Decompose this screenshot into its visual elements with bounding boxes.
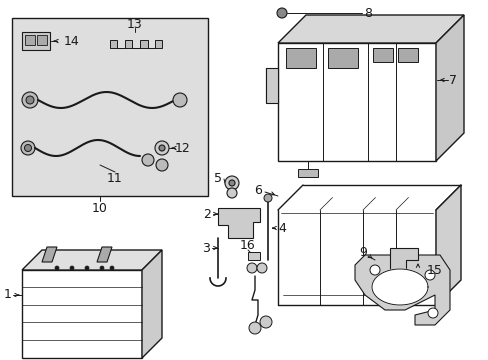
Polygon shape: [97, 247, 112, 262]
Circle shape: [424, 270, 434, 280]
Circle shape: [100, 266, 104, 270]
Text: 9: 9: [358, 247, 366, 260]
Text: 2: 2: [203, 207, 210, 220]
Circle shape: [276, 8, 286, 18]
Polygon shape: [110, 40, 162, 48]
Text: 16: 16: [240, 239, 255, 252]
Text: 3: 3: [202, 242, 209, 255]
Polygon shape: [354, 255, 449, 325]
Bar: [278, 43, 435, 161]
Circle shape: [110, 266, 114, 270]
Circle shape: [264, 194, 271, 202]
Circle shape: [55, 266, 59, 270]
Circle shape: [24, 144, 31, 152]
Bar: [22, 270, 142, 358]
Text: 8: 8: [363, 6, 371, 19]
Text: 5: 5: [214, 171, 222, 185]
Polygon shape: [22, 250, 162, 270]
Circle shape: [226, 188, 237, 198]
Polygon shape: [278, 15, 463, 43]
Text: 6: 6: [254, 184, 262, 197]
Bar: [247, 252, 260, 260]
Circle shape: [369, 265, 379, 275]
Circle shape: [26, 96, 34, 104]
Polygon shape: [42, 247, 57, 262]
Text: 1: 1: [4, 288, 12, 302]
Circle shape: [159, 145, 164, 151]
Bar: [372, 48, 392, 62]
Polygon shape: [435, 15, 463, 161]
Polygon shape: [218, 208, 260, 238]
Circle shape: [224, 176, 239, 190]
Bar: [297, 169, 317, 177]
Text: 14: 14: [64, 35, 80, 48]
Circle shape: [427, 308, 437, 318]
Circle shape: [257, 263, 266, 273]
Polygon shape: [371, 269, 427, 305]
Polygon shape: [389, 248, 417, 290]
Bar: [37, 35, 47, 45]
Bar: [397, 48, 417, 62]
Circle shape: [246, 263, 257, 273]
Text: 13: 13: [127, 18, 142, 31]
Circle shape: [156, 159, 168, 171]
Bar: [285, 48, 315, 68]
Text: 4: 4: [278, 221, 285, 234]
Bar: [12, 18, 207, 196]
Bar: [22, 32, 50, 50]
Text: 7: 7: [448, 73, 456, 86]
Circle shape: [85, 266, 89, 270]
Text: 10: 10: [92, 202, 108, 215]
Circle shape: [173, 93, 186, 107]
Circle shape: [21, 141, 35, 155]
Circle shape: [142, 154, 154, 166]
Circle shape: [22, 92, 38, 108]
Bar: [327, 48, 357, 68]
Text: 11: 11: [107, 171, 122, 185]
Bar: [25, 35, 35, 45]
Polygon shape: [142, 250, 162, 358]
Polygon shape: [265, 68, 278, 103]
Circle shape: [155, 141, 169, 155]
Circle shape: [70, 266, 74, 270]
Polygon shape: [435, 185, 460, 305]
Text: 15: 15: [426, 264, 442, 276]
Text: 12: 12: [175, 141, 190, 154]
Circle shape: [260, 316, 271, 328]
Circle shape: [248, 322, 261, 334]
Circle shape: [228, 180, 235, 186]
